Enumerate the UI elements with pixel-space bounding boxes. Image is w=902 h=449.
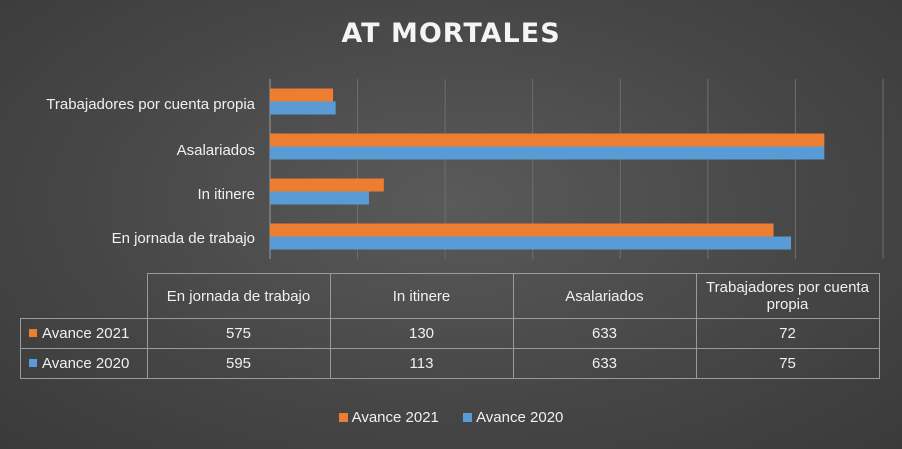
category-axis-labels: Trabajadores por cuenta propia Asalariad… xyxy=(46,96,255,247)
bar-2021 xyxy=(270,133,825,147)
table-value-cell: 75 xyxy=(695,348,880,379)
bar-2021 xyxy=(270,88,334,102)
legend-item: Avance 2020 xyxy=(463,409,563,426)
table-corner-cell xyxy=(20,273,148,319)
legend-label: Avance 2020 xyxy=(476,409,564,426)
chart-title: AT MORTALES xyxy=(341,18,561,49)
table-header-cell: In itinere xyxy=(329,273,514,319)
axis-category-label: Asalariados xyxy=(177,142,255,159)
axis-category-label: In itinere xyxy=(197,186,255,203)
table-value-cell: 113 xyxy=(329,348,514,379)
table-value-cell: 130 xyxy=(329,318,514,349)
table-series-cell: Avance 2020 xyxy=(20,348,148,379)
table-header-cell: En jornada de trabajo xyxy=(146,273,331,319)
bar-2020 xyxy=(270,191,369,205)
table-header-cell: Asalariados xyxy=(512,273,697,319)
legend-swatch-2020 xyxy=(463,412,473,422)
bar-2020 xyxy=(270,101,336,115)
series-name: Avance 2020 xyxy=(42,355,130,372)
series-swatch-2021 xyxy=(29,329,37,338)
series-swatch-2020 xyxy=(29,359,37,368)
table-header-cell: Trabajadores por cuenta propia xyxy=(695,273,880,319)
legend-swatch-2021 xyxy=(338,412,348,422)
axis-category-label: En jornada de trabajo xyxy=(112,230,255,247)
legend: Avance 2021 Avance 2020 xyxy=(0,409,902,426)
table-value-cell: 575 xyxy=(146,318,331,349)
data-table: En jornada de trabajo In itinere Asalari… xyxy=(20,273,880,379)
bar-2021 xyxy=(270,178,384,192)
table-value-cell: 595 xyxy=(146,348,331,379)
bar-2021 xyxy=(270,223,774,237)
bar-chart-plot: Trabajadores por cuenta propia Asalariad… xyxy=(46,79,884,259)
table-header-row: En jornada de trabajo In itinere Asalari… xyxy=(20,273,880,319)
bar-2020 xyxy=(270,236,792,250)
table-value-cell: 72 xyxy=(695,318,880,349)
bars xyxy=(270,88,825,250)
series-name: Avance 2021 xyxy=(42,325,130,342)
bar-2020 xyxy=(270,146,825,160)
legend-item: Avance 2021 xyxy=(338,409,439,426)
table-row: Avance 2020 595 113 633 75 xyxy=(20,348,880,379)
table-value-cell: 633 xyxy=(512,348,697,379)
table-series-cell: Avance 2021 xyxy=(20,318,148,349)
legend-label: Avance 2021 xyxy=(351,409,439,426)
table-row: Avance 2021 575 130 633 72 xyxy=(20,318,880,349)
table-value-cell: 633 xyxy=(512,318,697,349)
axis-category-label: Trabajadores por cuenta propia xyxy=(46,96,255,113)
